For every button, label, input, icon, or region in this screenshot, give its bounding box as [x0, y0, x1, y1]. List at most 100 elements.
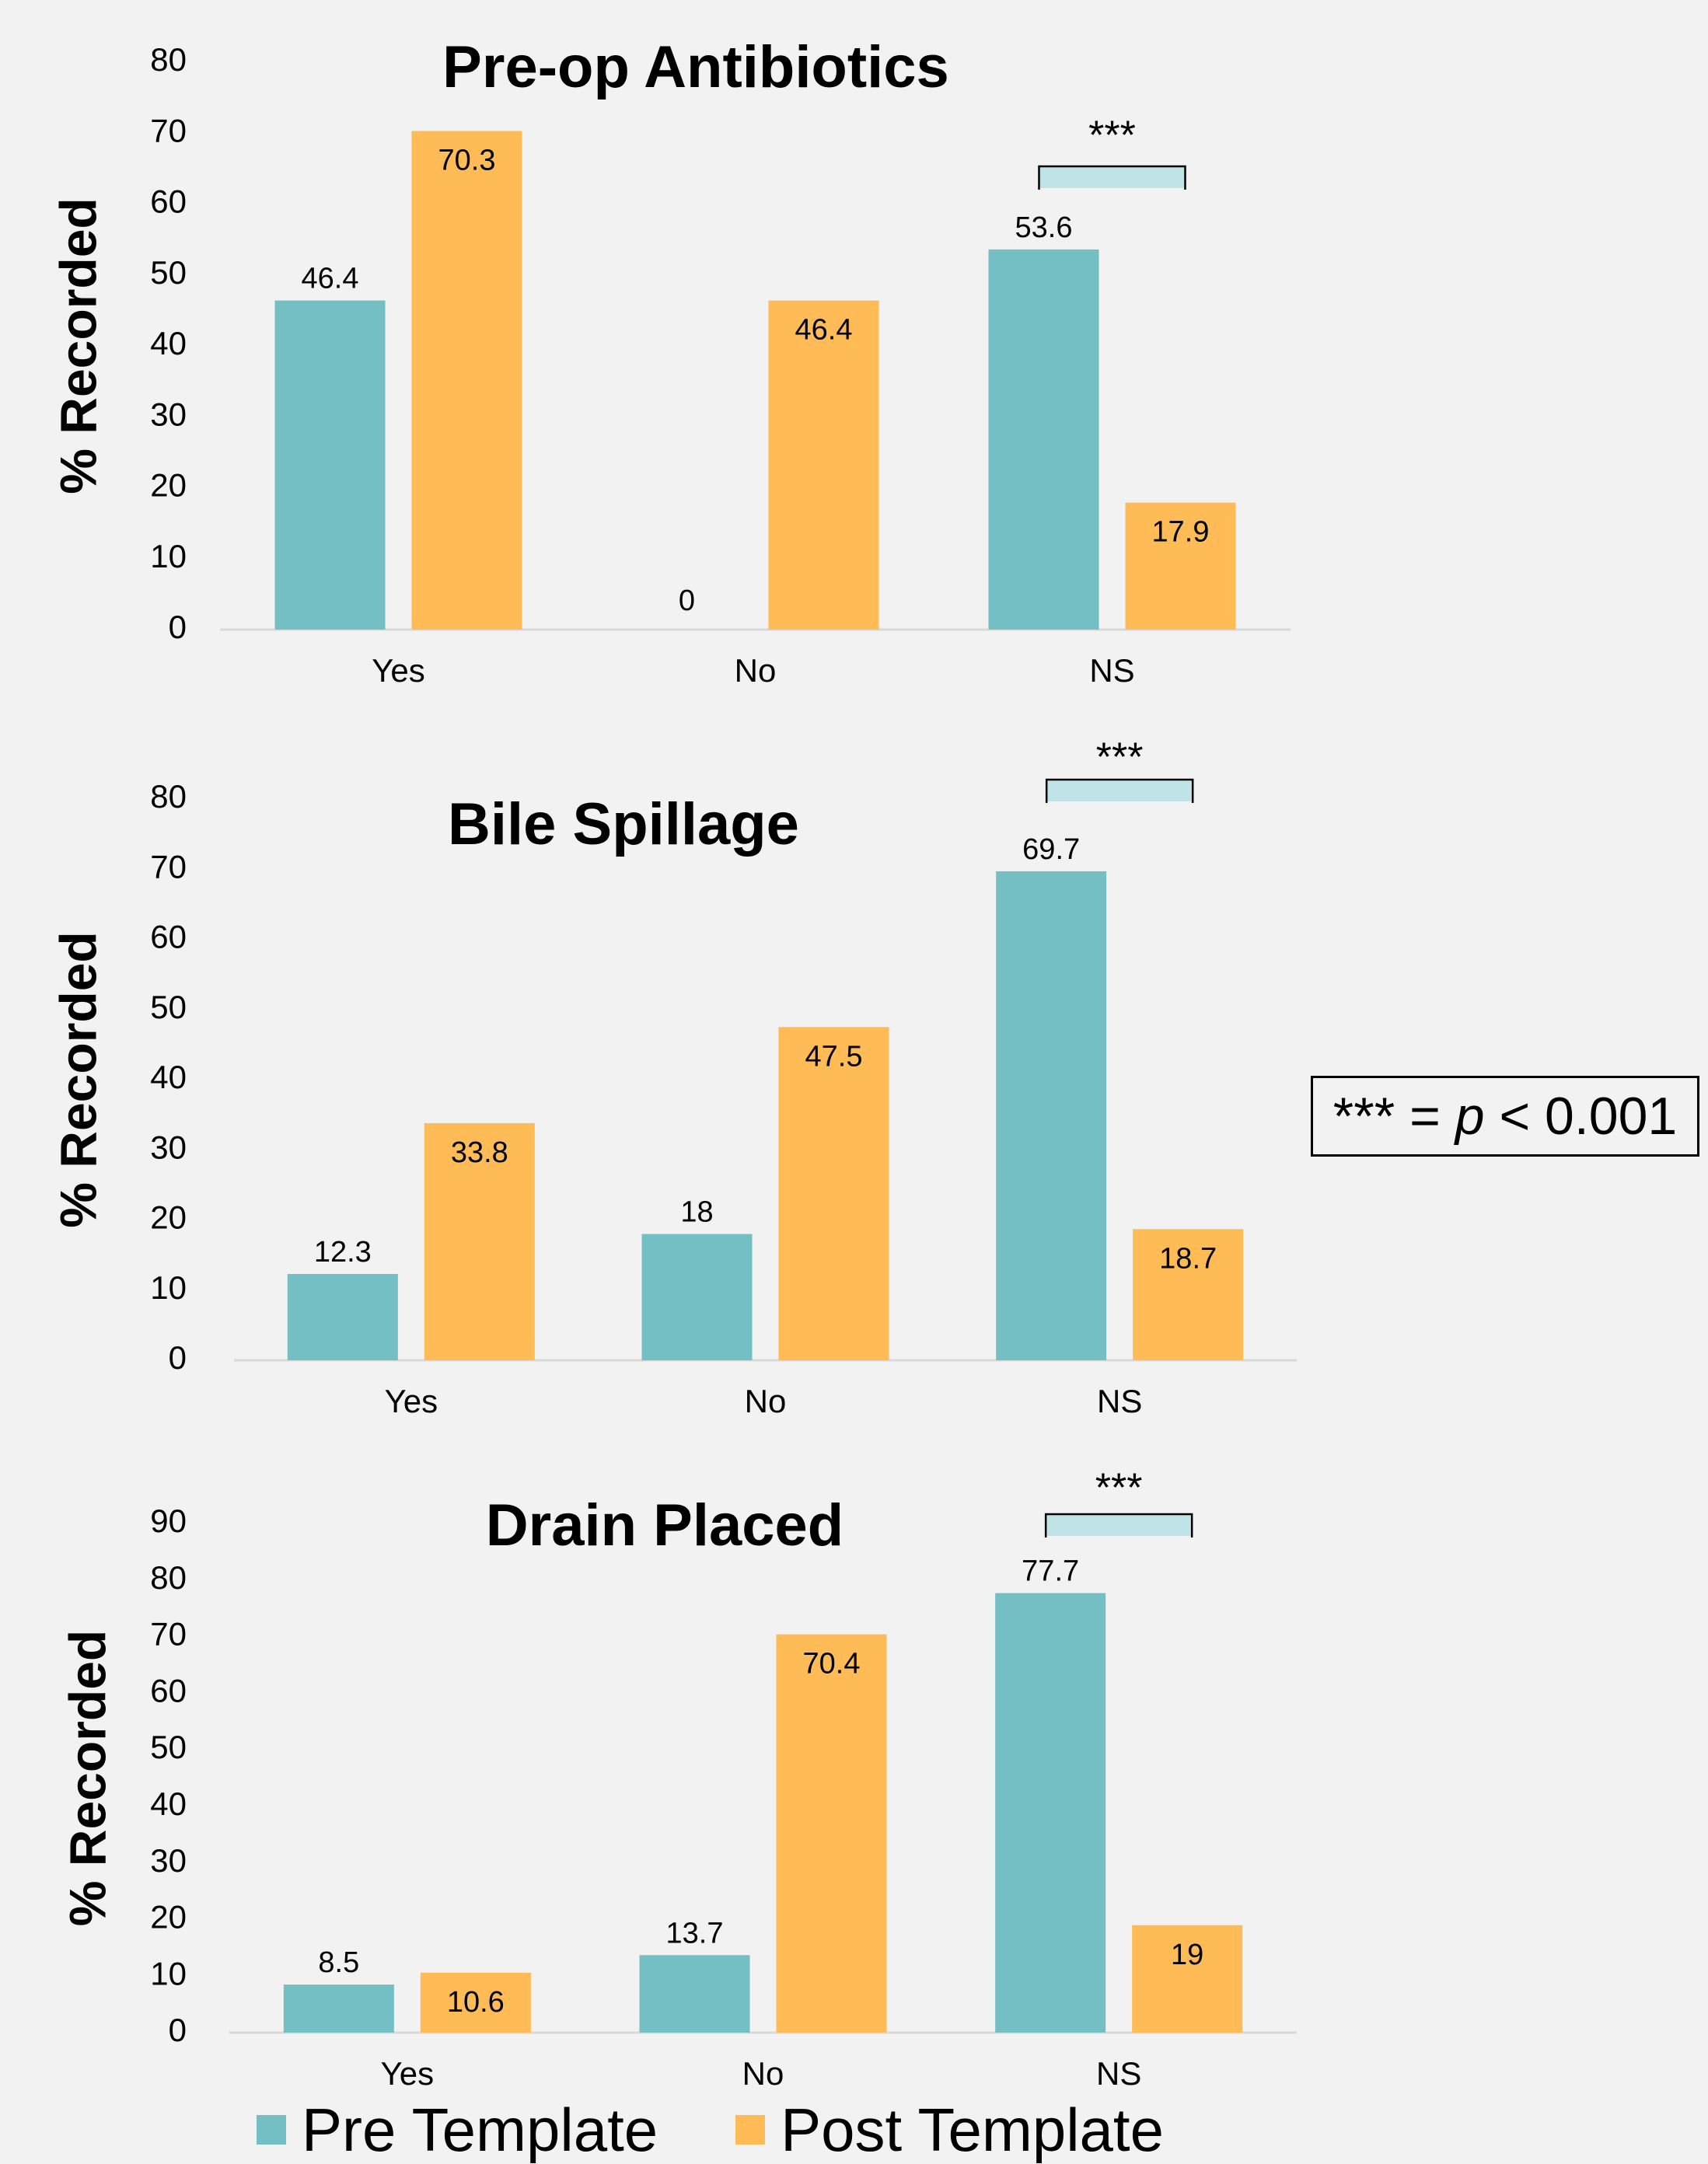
- y-tick-label-1-80: 80: [150, 778, 187, 815]
- bar-0-no-post: [768, 300, 879, 630]
- y-tick-label-1-30: 30: [150, 1129, 187, 1165]
- x-tick-label-0-ns: NS: [1089, 652, 1134, 689]
- y-tick-label-0-0: 0: [169, 609, 187, 645]
- y-tick-label-1-10: 10: [150, 1269, 187, 1306]
- x-tick-label-1-no: No: [745, 1383, 787, 1419]
- y-tick-label-1-50: 50: [150, 989, 187, 1025]
- bar-1-yes-pre: [287, 1273, 398, 1360]
- y-tick-label-0-70: 70: [150, 112, 187, 148]
- y-tick-label-2-30: 30: [150, 1842, 187, 1879]
- data-label-1-no-post: 47.5: [805, 1040, 863, 1073]
- y-axis-label-0: % Recorded: [49, 197, 107, 494]
- data-label-2-no-pre: 13.7: [666, 1917, 724, 1949]
- x-tick-label-1-ns: NS: [1097, 1383, 1142, 1419]
- bar-1-no-post: [778, 1027, 889, 1360]
- y-tick-label-2-50: 50: [150, 1729, 187, 1765]
- bar-charts-figure: Pre-op Antibiotics % Recorded 0 10 20 30 40 50 6…: [49, 34, 1297, 2092]
- x-tick-label-1-yes: Yes: [385, 1383, 438, 1419]
- y-tick-label-1-60: 60: [150, 919, 187, 955]
- data-label-1-ns-pre: 69.7: [1022, 833, 1080, 866]
- bar-1-ns-post: [1133, 1229, 1244, 1360]
- x-tick-label-0-yes: Yes: [372, 652, 425, 689]
- chart-title-2: Drain Placed: [486, 1492, 844, 1558]
- y-tick-label-1-0: 0: [169, 1339, 187, 1376]
- significance-bracket-fill-2: [1046, 1514, 1193, 1536]
- data-label-1-ns-post: 18.7: [1159, 1242, 1217, 1275]
- legend-label-pre: Pre Template: [302, 2096, 658, 2164]
- bar-1-ns-pre: [996, 871, 1107, 1360]
- y-tick-label-2-0: 0: [169, 2012, 187, 2048]
- bar-2-no-pre: [639, 1955, 750, 2033]
- significance-stars-0: ***: [1088, 113, 1136, 159]
- significance-note-stars: ***: [1333, 1087, 1395, 1146]
- significance-bracket-0: [1038, 165, 1186, 190]
- significance-stars-2: ***: [1095, 1466, 1143, 1511]
- y-tick-label-1-20: 20: [150, 1199, 187, 1236]
- bar-2-ns-post: [1132, 1925, 1243, 2033]
- data-label-2-ns-post: 19: [1171, 1939, 1203, 1971]
- legend-item-pre: Pre Template: [257, 2099, 658, 2161]
- significance-note: *** = p < 0.001: [1311, 1076, 1699, 1157]
- y-tick-label-0-40: 40: [150, 325, 187, 361]
- legend-item-post: Post Template: [735, 2099, 1164, 2161]
- y-tick-label-0-20: 20: [150, 467, 187, 504]
- bar-0-yes-pre: [274, 300, 386, 630]
- x-tick-label-2-yes: Yes: [381, 2055, 435, 2092]
- x-tick-label-2-ns: NS: [1096, 2055, 1141, 2092]
- x-tick-label-2-no: No: [742, 2055, 784, 2092]
- y-tick-label-0-10: 10: [150, 538, 187, 574]
- data-label-0-no-post: 46.4: [795, 314, 853, 347]
- legend-swatch-pre: [257, 2115, 286, 2145]
- y-tick-label-2-90: 90: [150, 1503, 187, 1539]
- y-tick-label-0-30: 30: [150, 396, 187, 432]
- legend-label-post: Post Template: [781, 2096, 1164, 2164]
- significance-bracket-fill-1: [1046, 780, 1193, 801]
- legend-swatch-post: [735, 2115, 766, 2145]
- bar-2-yes-pre: [283, 1984, 394, 2033]
- significance-note-threshold: < 0.001: [1499, 1087, 1678, 1146]
- chart-title-1: Bile Spillage: [448, 791, 799, 857]
- significance-note-p: p: [1455, 1087, 1485, 1146]
- legend: Pre Template Post Template: [257, 2099, 1267, 2161]
- bar-0-yes-post: [411, 131, 522, 630]
- bar-1-no-pre: [641, 1234, 753, 1360]
- bar-0-ns-post: [1125, 502, 1236, 630]
- y-tick-label-0-80: 80: [150, 41, 187, 78]
- data-label-1-yes-post: 33.8: [451, 1136, 508, 1169]
- y-tick-label-2-20: 20: [150, 1899, 187, 1935]
- data-label-0-no-pre: 0: [679, 585, 695, 617]
- significance-note-equals: =: [1409, 1087, 1441, 1146]
- significance-bracket-fill-0: [1039, 166, 1186, 188]
- data-label-2-ns-pre: 77.7: [1022, 1555, 1079, 1588]
- data-label-1-yes-pre: 12.3: [314, 1236, 372, 1269]
- data-label-0-yes-post: 70.3: [438, 145, 496, 177]
- y-axis-label-2: % Recorded: [58, 1630, 116, 1926]
- bar-2-yes-post: [420, 1972, 531, 2033]
- data-label-2-yes-pre: 8.5: [318, 1946, 359, 1979]
- y-tick-label-2-10: 10: [150, 1955, 187, 1991]
- bar-2-no-post: [776, 1634, 887, 2033]
- significance-bracket-2: [1044, 1513, 1193, 1537]
- bar-0-ns-pre: [988, 249, 1099, 630]
- x-tick-label-0-no: No: [735, 652, 777, 689]
- y-tick-label-2-70: 70: [150, 1616, 187, 1653]
- data-label-2-no-post: 70.4: [803, 1648, 861, 1681]
- y-axis-label-1: % Recorded: [49, 931, 107, 1227]
- y-tick-label-1-40: 40: [150, 1059, 187, 1095]
- y-tick-label-2-60: 60: [150, 1672, 187, 1709]
- significance-bracket-1: [1045, 778, 1194, 803]
- chart-title-0: Pre-op Antibiotics: [442, 34, 949, 100]
- data-label-0-yes-pre: 46.4: [302, 263, 359, 295]
- y-tick-label-2-80: 80: [150, 1559, 187, 1596]
- y-tick-label-0-50: 50: [150, 254, 187, 291]
- y-tick-label-2-40: 40: [150, 1785, 187, 1822]
- data-label-1-no-pre: 18: [680, 1196, 713, 1229]
- data-label-0-ns-post: 17.9: [1152, 516, 1210, 549]
- data-label-2-yes-post: 10.6: [447, 1986, 505, 2019]
- bar-2-ns-pre: [995, 1593, 1106, 2033]
- significance-stars-1: ***: [1096, 735, 1144, 780]
- data-label-0-ns-pre: 53.6: [1015, 211, 1073, 244]
- bar-1-yes-post: [424, 1122, 535, 1360]
- y-tick-label-0-60: 60: [150, 183, 187, 220]
